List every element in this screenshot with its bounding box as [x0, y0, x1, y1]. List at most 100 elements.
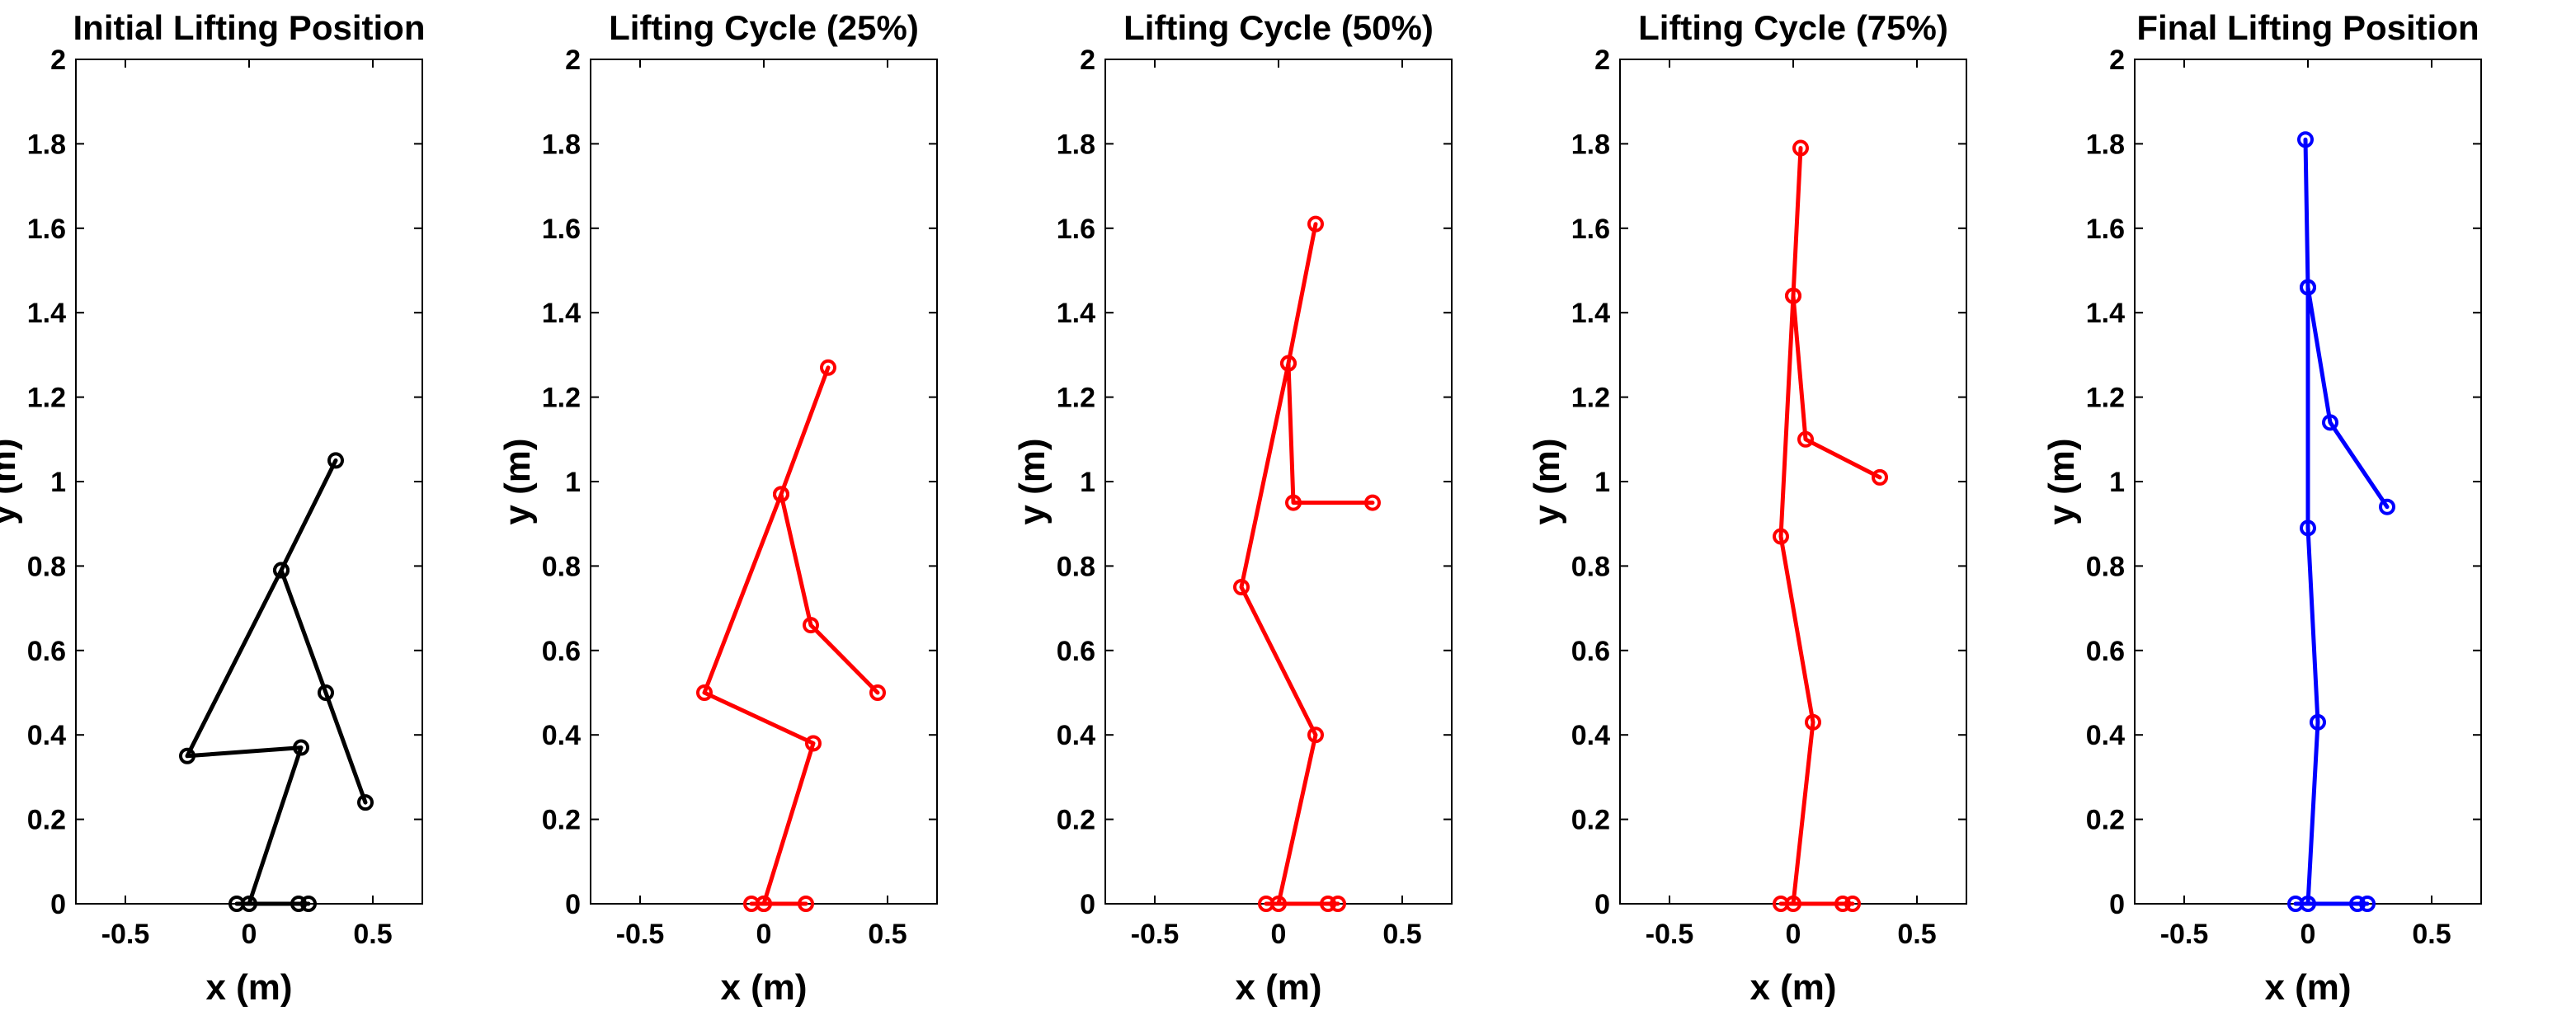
x-tick-label: 0 [2301, 919, 2316, 950]
data-point [820, 359, 836, 376]
y-tick-label: 1.6 [2086, 214, 2125, 245]
data-point [2349, 896, 2366, 912]
y-tick-label: 0.2 [1057, 805, 1095, 836]
chart-title: Lifting Cycle (50%) [1123, 8, 1434, 47]
y-tick-label: 0.6 [1571, 636, 1610, 667]
data-point [1805, 713, 1821, 731]
y-tick-label: 0.8 [1057, 551, 1095, 582]
y-axis-label: y (m) [2041, 438, 2082, 524]
data-point [803, 617, 819, 634]
y-tick-label: 0.8 [542, 551, 581, 582]
x-tick-label: 0.5 [868, 919, 907, 950]
chart-title: Final Lifting Position [2136, 8, 2479, 47]
subplot-4: Lifting Cycle (75%) 0 0.2 0.4 0.6 0.8 1 1.2 1.4 1… [1527, 8, 1967, 1008]
x-tick-label: 0 [242, 919, 257, 950]
data-point [805, 735, 822, 752]
data-point [241, 896, 257, 912]
y-axis-label: y (m) [1527, 438, 1567, 524]
x-tick-label: -0.5 [2160, 919, 2209, 950]
data-point [2379, 498, 2395, 515]
data-point [1320, 896, 1336, 912]
subplot-1: Initial Lifting Position 0 0.2 0.4 0.6 0.8 1 1.… [0, 8, 425, 1008]
data-point [2310, 713, 2326, 731]
y-tick-label: 1.4 [542, 298, 581, 329]
data-point [1280, 355, 1297, 372]
x-tick-label: 0 [756, 919, 772, 950]
axes-box [1104, 59, 1453, 905]
y-tick-label: 1.2 [2086, 383, 2125, 414]
y-tick-label: 0.6 [542, 636, 581, 667]
data-point [1285, 494, 1302, 511]
x-tick-label: -0.5 [1131, 919, 1180, 950]
data-point [1233, 579, 1250, 595]
y-tick-label: 0.8 [27, 551, 66, 582]
x-tick-label: 0.5 [353, 919, 392, 950]
y-tick-label: 1.6 [27, 214, 66, 245]
y-tick-label: 1.4 [1571, 298, 1610, 329]
x-axis-label: x (m) [720, 967, 807, 1008]
data-point [773, 486, 789, 503]
data-point [1773, 528, 1789, 545]
x-tick-label: 0.5 [1897, 919, 1936, 950]
x-axis-label: x (m) [1750, 967, 1836, 1008]
y-tick-label: 0.4 [1571, 720, 1610, 751]
data-point [1785, 287, 1801, 304]
y-tick-label: 0.8 [1571, 551, 1610, 582]
data-point [1785, 896, 1801, 912]
subplot-5: Final Lifting Position 0 0.2 0.4 0.6 0.8 1 1.2 1… [2041, 8, 2482, 1008]
y-tick-label: 1.6 [1571, 214, 1610, 245]
data-point [2300, 279, 2316, 296]
data-point [1364, 494, 1381, 511]
y-tick-label: 0.6 [2086, 636, 2125, 667]
data-point [293, 739, 309, 756]
y-tick-label: 1.2 [1571, 383, 1610, 414]
y-tick-label: 0.4 [2086, 720, 2125, 751]
axes-box [75, 59, 423, 905]
y-tick-label: 1.8 [1571, 129, 1610, 160]
data-point [290, 896, 307, 912]
y-tick-label: 1.6 [1057, 214, 1095, 245]
y-tick-label: 1.2 [27, 383, 66, 414]
y-tick-label: 1.8 [542, 129, 581, 160]
y-tick-label: 0.2 [542, 805, 581, 836]
y-tick-label: 0.2 [27, 805, 66, 836]
x-tick-label: 0.5 [1382, 919, 1421, 950]
x-tick-label: 0 [1271, 919, 1287, 950]
data-point [756, 896, 772, 912]
y-tick-label: 0 [1080, 889, 1095, 920]
data-point [1844, 896, 1861, 912]
y-axis-label: y (m) [0, 438, 23, 524]
axes-box [1619, 59, 1967, 905]
y-tick-label: 1.8 [27, 129, 66, 160]
data-point [357, 794, 374, 811]
y-tick-label: 1 [2109, 467, 2125, 498]
data-point [1797, 430, 1814, 448]
y-tick-label: 1 [50, 467, 66, 498]
data-point [273, 562, 290, 579]
y-tick-label: 2 [50, 45, 66, 76]
data-point [327, 452, 344, 469]
y-tick-label: 0.6 [27, 636, 66, 667]
data-point [1792, 139, 1809, 157]
data-point [2359, 896, 2376, 912]
data-point [2300, 896, 2316, 912]
x-tick-label: 0.5 [2412, 919, 2451, 950]
y-tick-label: 1 [1080, 467, 1095, 498]
y-tick-label: 0 [2109, 889, 2125, 920]
y-tick-label: 1 [1594, 467, 1610, 498]
x-axis-label: x (m) [1235, 967, 1321, 1008]
data-point [869, 684, 886, 701]
y-tick-label: 0.4 [1057, 720, 1095, 751]
y-tick-label: 1.2 [1057, 383, 1095, 414]
y-tick-label: 0.8 [2086, 551, 2125, 582]
subplot-3: Lifting Cycle (50%) 0 0.2 0.4 0.6 0.8 1 1.2 1.4 1… [1012, 8, 1453, 1008]
axes-box [590, 59, 938, 905]
data-point [1270, 896, 1287, 912]
y-tick-label: 2 [1594, 45, 1610, 76]
x-tick-label: -0.5 [616, 919, 665, 950]
y-tick-label: 0.6 [1057, 636, 1095, 667]
x-tick-label: -0.5 [1646, 919, 1694, 950]
data-point [1872, 468, 1888, 486]
data-point [1330, 896, 1346, 912]
